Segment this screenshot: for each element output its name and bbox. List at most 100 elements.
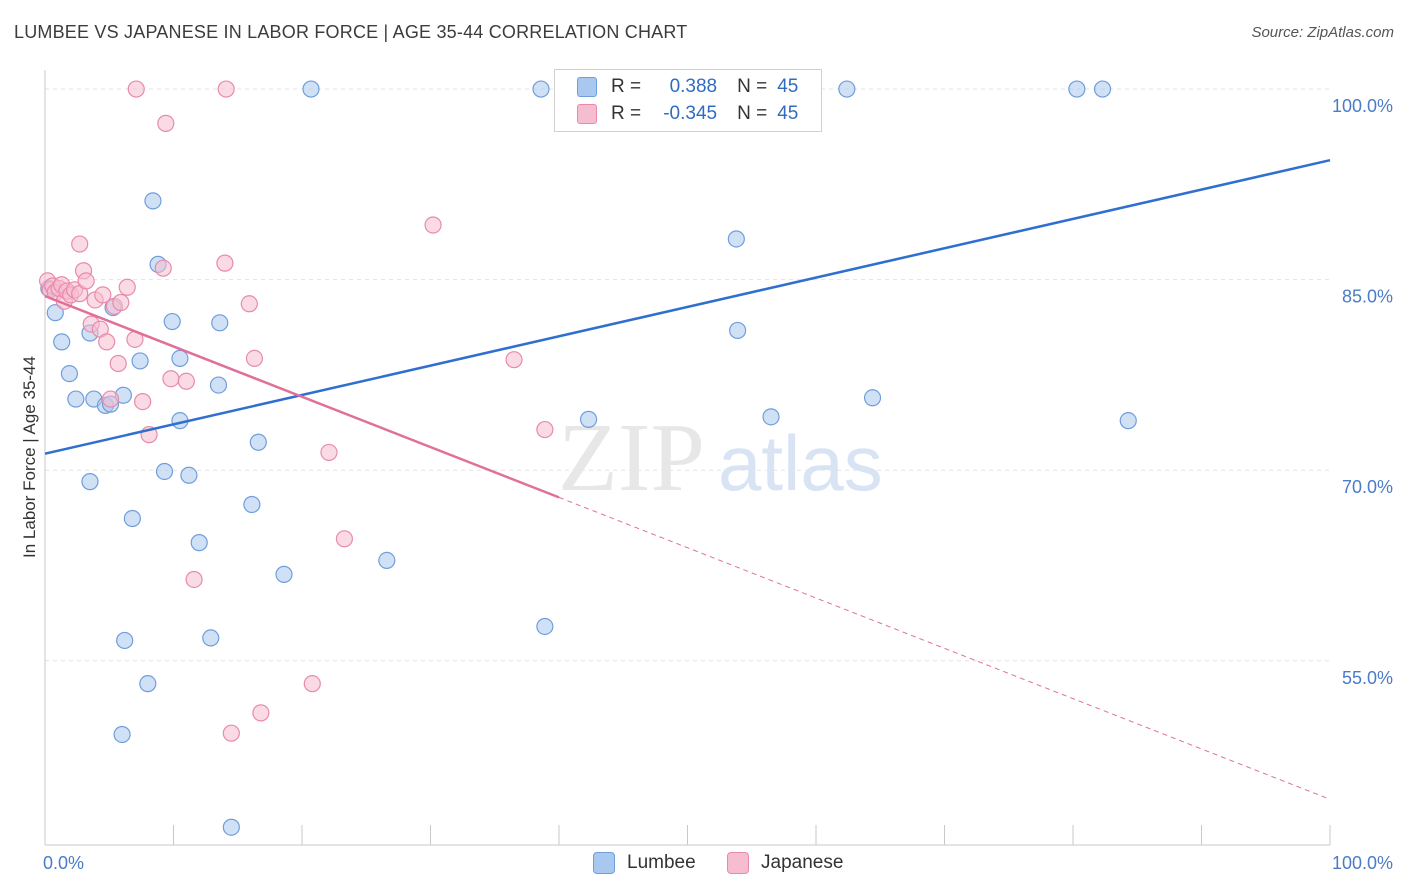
watermark: ZIP atlas (558, 404, 883, 512)
japanese-point-39 (303, 675, 321, 693)
y-tick-label-55: 55.0% (1342, 668, 1393, 688)
lumbee-point-37 (727, 230, 745, 248)
japanese-point-23 (118, 278, 136, 296)
lumbee-point-12 (116, 631, 134, 650)
lumbee-point-38 (729, 321, 747, 340)
lumbee-point-23 (180, 466, 198, 484)
japanese-legend-label: Japanese (761, 852, 844, 873)
lumbee-point-28 (211, 314, 229, 332)
chart-title: LUMBEE VS JAPANESE IN LABOR FORCE | AGE … (14, 22, 688, 42)
japanese-point-21 (109, 354, 127, 373)
lumbee-point-27 (222, 818, 240, 836)
japanese-point-22 (112, 293, 130, 312)
y-axis-label: In Labor Force | Age 35-44 (20, 356, 39, 558)
japanese-point-44 (536, 420, 554, 439)
legend-r-label-japanese: R = (611, 103, 642, 124)
japanese-point-28 (157, 114, 175, 132)
lumbee-point-32 (302, 80, 320, 98)
lumbee-point-24 (190, 534, 208, 552)
lumbee-point-42 (1068, 80, 1086, 98)
japanese-point-38 (252, 704, 270, 722)
lumbee-point-17 (144, 192, 162, 210)
japanese-point-13 (77, 272, 95, 290)
lumbee-point-4 (67, 390, 85, 408)
japanese-point-32 (185, 570, 203, 589)
trend-lines (44, 158, 1331, 800)
japanese-point-37 (245, 349, 264, 368)
lumbee-point-36 (579, 410, 598, 428)
legend-row-japanese: R = -0.345 N = 45 (577, 102, 798, 126)
lumbee-point-6 (81, 473, 99, 491)
series-legend: Lumbee Japanese (0, 852, 1406, 878)
japanese-point-11 (71, 235, 89, 253)
lumbee-legend-swatch (593, 852, 615, 874)
japanese-point-19 (101, 390, 120, 408)
legend-n-label-japanese: N = (737, 103, 768, 124)
japanese-trend-line (44, 294, 560, 499)
source-label: Source: ZipAtlas.com (1251, 24, 1394, 41)
japanese-point-34 (217, 80, 235, 98)
lumbee-point-40 (838, 80, 856, 98)
lumbee-point-13 (113, 725, 131, 744)
lumbee-point-39 (762, 408, 780, 426)
lumbee-point-19 (155, 462, 174, 481)
x-tick-label-100: 100.0% (1332, 853, 1393, 873)
lumbee-point-30 (249, 433, 267, 451)
correlation-legend: R = 0.388 N = 45 R = -0.345 N = 45 (554, 69, 822, 132)
lumbee-point-21 (171, 349, 189, 368)
japanese-point-40 (320, 443, 338, 462)
lumbee-point-2 (53, 333, 71, 351)
japanese-point-18 (98, 333, 116, 351)
lumbee-point-3 (60, 365, 79, 383)
lumbee-trend-line (44, 158, 1331, 455)
lumbee-point-43 (1093, 80, 1112, 98)
lumbee-point-44 (1119, 412, 1137, 430)
japanese-point-25 (134, 392, 152, 411)
lumbee-point-35 (536, 617, 554, 636)
lumbee-point-41 (863, 389, 882, 407)
grid-lines (45, 88, 1330, 662)
legend-n-label-lumbee: N = (737, 76, 768, 97)
lumbee-point-26 (209, 376, 228, 394)
series-legend-lumbee: Lumbee (593, 852, 696, 874)
legend-r-value-lumbee: 0.388 (669, 76, 718, 97)
lumbee-point-16 (139, 675, 157, 693)
series-legend-japanese: Japanese (727, 852, 843, 874)
lumbee-legend-label: Lumbee (627, 852, 696, 873)
lumbee-point-25 (202, 629, 220, 647)
legend-n-value-lumbee: 45 (777, 76, 799, 97)
japanese-trend-line-extrapolated (558, 496, 1331, 800)
lumbee-point-14 (123, 509, 141, 528)
legend-row-lumbee: R = 0.388 N = 45 (577, 75, 798, 99)
japanese-point-35 (222, 724, 240, 742)
scatter-points (38, 80, 1137, 836)
japanese-point-33 (216, 254, 234, 272)
lumbee-point-15 (131, 352, 149, 370)
watermark-atlas: atlas (718, 419, 883, 507)
axes (44, 70, 1331, 846)
x-tick-label-0: 0.0% (43, 853, 84, 873)
japanese-point-17 (94, 286, 112, 304)
lumbee-point-33 (378, 551, 396, 570)
y-tick-label-100: 100.0% (1332, 96, 1393, 116)
legend-r-value-japanese: -0.345 (663, 103, 718, 124)
y-tick-label-85: 85.0% (1342, 287, 1393, 307)
japanese-point-42 (424, 216, 442, 234)
japanese-point-36 (240, 295, 258, 313)
lumbee-point-29 (243, 495, 261, 514)
y-tick-label-70: 70.0% (1342, 477, 1393, 497)
legend-r-label-lumbee: R = (611, 76, 642, 97)
lumbee-point-20 (163, 312, 181, 331)
japanese-point-30 (162, 370, 180, 388)
legend-n-value-japanese: 45 (777, 103, 799, 124)
japanese-swatch (577, 104, 597, 124)
japanese-point-29 (154, 259, 172, 277)
japanese-point-43 (505, 351, 523, 369)
japanese-point-27 (127, 80, 145, 98)
japanese-point-41 (335, 530, 354, 548)
axis-labels: 55.0% 70.0% 85.0% 100.0% 0.0% 100.0% In Labor … (20, 96, 1393, 873)
lumbee-swatch (577, 77, 597, 97)
lumbee-point-1 (46, 304, 64, 322)
lumbee-point-31 (275, 565, 293, 583)
